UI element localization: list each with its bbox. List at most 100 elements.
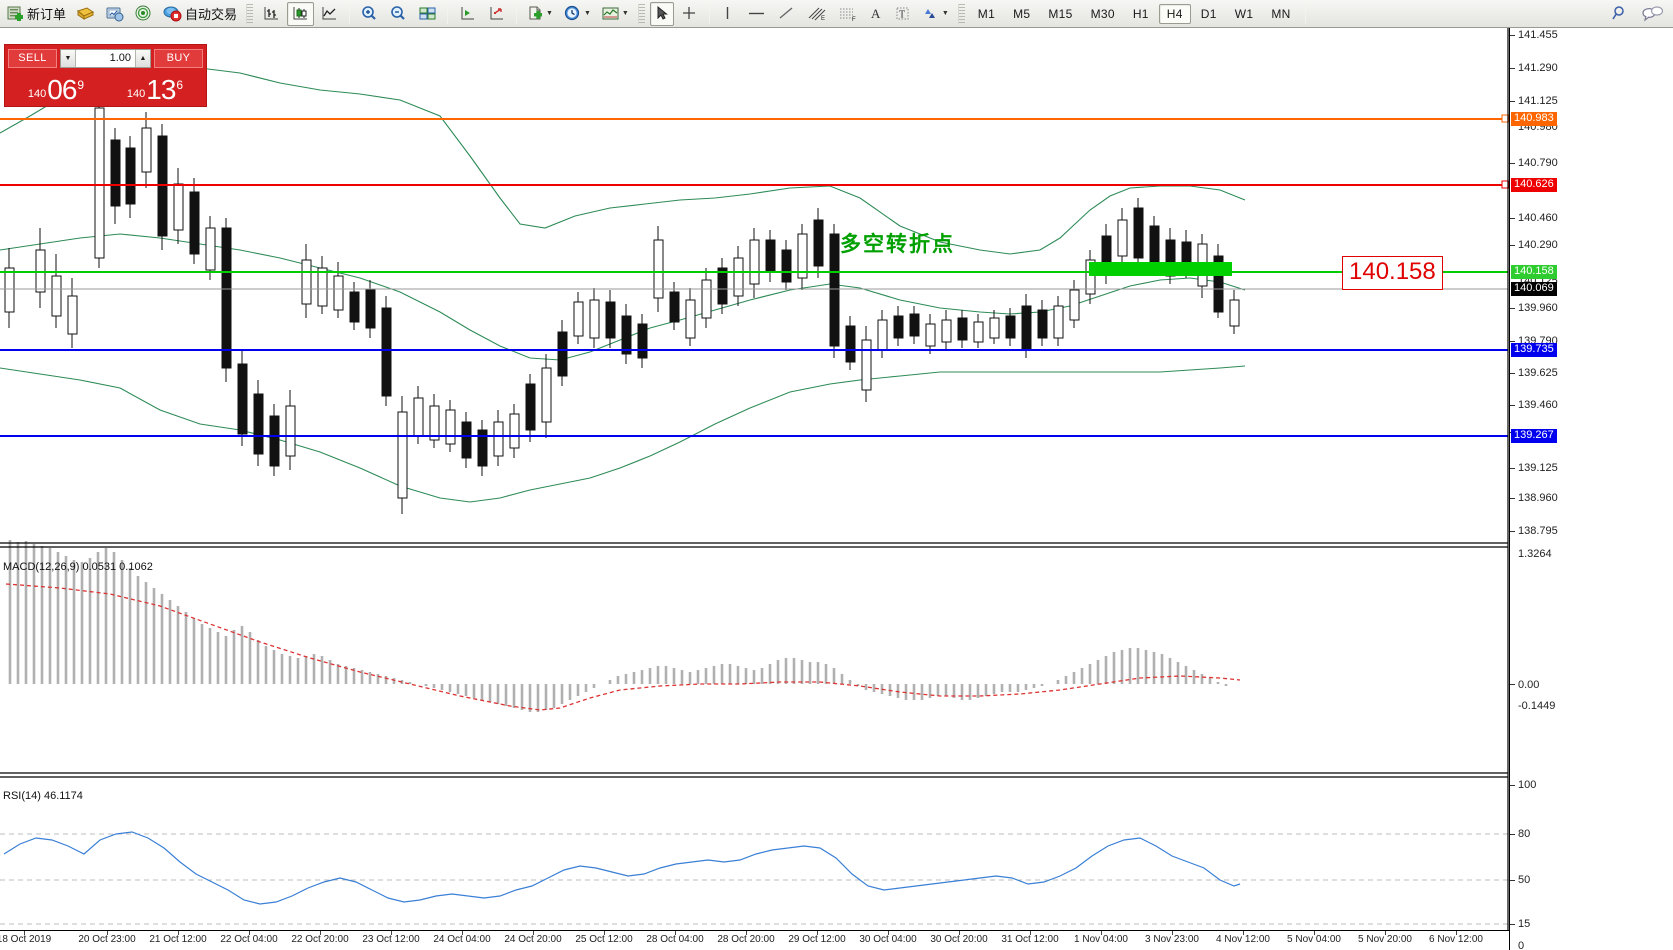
tile-windows-icon[interactable]	[414, 2, 441, 26]
timeframe-h1[interactable]: H1	[1132, 6, 1149, 21]
timeframe-m5[interactable]: M5	[1013, 6, 1031, 21]
volume-value[interactable]: 1.00	[76, 49, 135, 67]
sell-price-prefix: 140	[27, 88, 47, 100]
vline-icon[interactable]	[716, 2, 740, 26]
chevron-down-icon[interactable]: ▼	[621, 10, 629, 17]
zoom-out-icon[interactable]	[385, 2, 412, 26]
hline-icon[interactable]	[742, 2, 771, 26]
cursor-icon[interactable]	[649, 1, 674, 26]
timeframe-m30[interactable]: M30	[1090, 6, 1115, 21]
xtick-5: 23 Oct 12:00	[362, 934, 420, 945]
candlestick-chart-icon[interactable]	[287, 1, 315, 26]
bar-chart-icon[interactable]	[258, 2, 285, 26]
level-badge-139267[interactable]: 139.267	[1511, 429, 1557, 443]
sell-price-fraction: 9	[77, 78, 85, 92]
level-badge-140983[interactable]: 140.983	[1511, 112, 1557, 126]
ytick-140460: 140.460	[1518, 212, 1558, 224]
new-order-button[interactable]: 新订单	[3, 2, 70, 26]
one-click-prices-row: 140 06 9 140 13 6	[5, 68, 206, 106]
timeframe-w1[interactable]: W1	[1234, 6, 1254, 21]
period-icon[interactable]: ▼	[559, 2, 595, 26]
level-badge-140626[interactable]: 140.626	[1511, 178, 1557, 192]
buy-button[interactable]: BUY	[154, 48, 203, 68]
chevron-down-icon[interactable]: ▼	[583, 10, 591, 17]
toolbar-divider-5	[1304, 3, 1306, 24]
rsi-line	[3, 831, 1241, 905]
navigator-icon[interactable]	[130, 2, 157, 26]
templates-icon[interactable]: ▼	[523, 2, 557, 26]
ytick-141455: 141.455	[1518, 29, 1558, 41]
profile-icon[interactable]	[72, 2, 99, 26]
level-badge-139735[interactable]: 139.735	[1511, 343, 1557, 357]
auto-trading-button[interactable]: 自动交易	[159, 2, 241, 26]
svg-text:A: A	[871, 6, 881, 21]
toolbar-divider	[349, 3, 351, 24]
xtick-17: 4 Nov 12:00	[1216, 934, 1270, 945]
timeframe-d1[interactable]: D1	[1200, 6, 1217, 21]
xtick-0: 18 Oct 2019	[0, 934, 52, 945]
volume-up-icon[interactable]: ▲	[135, 49, 150, 67]
text-icon[interactable]: A	[864, 2, 888, 26]
ytick-140790: 140.790	[1518, 157, 1558, 169]
timeframe-m15[interactable]: M15	[1048, 6, 1073, 21]
macd-ytick-zero: 0.00	[1518, 679, 1540, 691]
svg-text:E: E	[821, 16, 825, 22]
toolbar-divider-3	[516, 3, 518, 24]
price-callout-label: 140.158	[1342, 256, 1443, 290]
sell-price-main: 06	[47, 74, 77, 105]
text-label-icon[interactable]: T	[890, 2, 915, 26]
volume-stepper[interactable]: ▼ 1.00 ▲	[60, 48, 151, 68]
time-scale[interactable]: 18 Oct 2019 20 Oct 23:00 21 Oct 12:00 22…	[0, 930, 1509, 950]
macd-signal-line	[5, 583, 1241, 711]
level-badge-140158[interactable]: 140.158	[1511, 265, 1557, 279]
chart-canvas[interactable]	[0, 28, 1509, 950]
ytick-139960: 139.960	[1518, 302, 1558, 314]
timeframe-m1[interactable]: M1	[977, 6, 996, 21]
timeframe-mn[interactable]: MN	[1271, 6, 1291, 21]
search-icon[interactable]	[1606, 2, 1635, 26]
sell-button[interactable]: SELL	[8, 48, 57, 68]
volume-down-icon[interactable]: ▼	[61, 49, 76, 67]
bollinger-upper-band	[0, 65, 1246, 255]
terminal-icon[interactable]	[101, 2, 128, 26]
xtick-2: 21 Oct 12:00	[149, 934, 207, 945]
chart-shift-icon[interactable]	[454, 2, 481, 26]
rsi-ytick-100: 100	[1518, 779, 1537, 791]
toolbar-separator-2	[637, 3, 645, 24]
main-toolbar: 新订单	[0, 0, 1673, 28]
chart-area[interactable]: ▲GBPJPY-,H4 140.009 140.133 139.974 140.…	[0, 28, 1673, 950]
autoscroll-icon[interactable]	[483, 2, 510, 26]
macd-pane-label: MACD(12,26,9) 0.0531 0.1062	[3, 561, 153, 573]
sell-price-button[interactable]: 140 06 9	[8, 69, 104, 105]
fibonacci-icon[interactable]: F	[833, 2, 862, 26]
trendline-icon[interactable]	[773, 2, 800, 26]
ytick-139125: 139.125	[1518, 462, 1558, 474]
one-click-trading-panel[interactable]: SELL ▼ 1.00 ▲ BUY 140 06 9 140 13 6	[4, 44, 207, 107]
svg-text:T: T	[899, 10, 905, 21]
xtick-1: 20 Oct 23:00	[78, 934, 136, 945]
crosshair-icon[interactable]	[676, 2, 703, 26]
pane-frames	[0, 28, 1509, 950]
timeframe-h4[interactable]: H4	[1158, 3, 1191, 24]
buy-price-button[interactable]: 140 13 6	[107, 69, 203, 104]
turning-point-annotation: 多空转折点	[840, 232, 955, 256]
price-scale[interactable]: 141.455 141.290 141.125 140.980 140.790 …	[1509, 28, 1673, 950]
chevron-down-icon[interactable]: ▼	[941, 10, 949, 17]
ytick-140290: 140.290	[1518, 239, 1558, 251]
green-zone-highlight	[1089, 262, 1232, 276]
equidistant-channel-icon[interactable]: E	[802, 2, 831, 26]
one-click-controls-row: SELL ▼ 1.00 ▲ BUY	[5, 45, 206, 68]
shapes-icon[interactable]: ▼	[917, 2, 953, 26]
chat-icon[interactable]	[1637, 2, 1670, 26]
line-chart-icon[interactable]	[316, 2, 343, 26]
indicators-icon[interactable]: ▼	[597, 2, 633, 26]
chevron-down-icon[interactable]: ▼	[546, 10, 553, 17]
last-price-badge[interactable]: 140.069	[1511, 282, 1557, 296]
candlestick-series	[4, 88, 1240, 514]
xtick-13: 30 Oct 20:00	[930, 934, 988, 945]
xtick-3: 22 Oct 04:00	[220, 934, 278, 945]
macd-ytick-max: 1.3264	[1518, 548, 1552, 560]
toolbar-separator-3	[957, 3, 965, 24]
zoom-in-icon[interactable]	[356, 2, 383, 26]
